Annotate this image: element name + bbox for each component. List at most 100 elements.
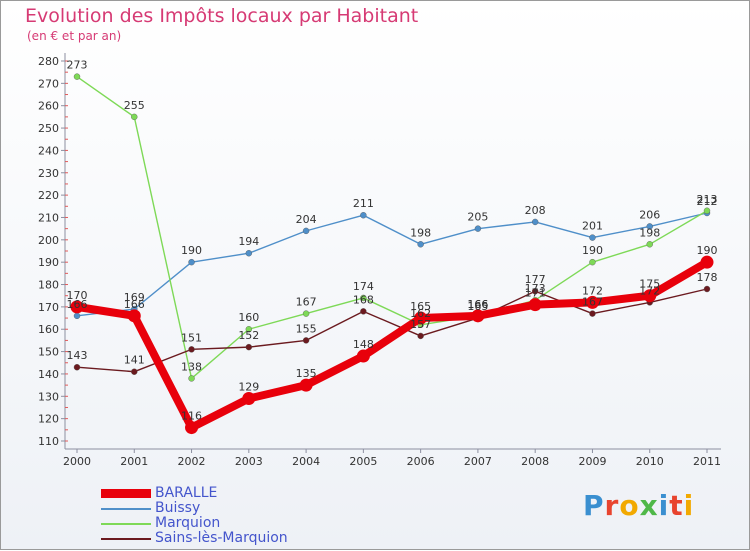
y-tick-label: 240 — [38, 144, 59, 157]
data-point — [531, 288, 539, 295]
data-label: 171 — [525, 287, 546, 300]
data-label: 194 — [238, 235, 259, 248]
data-point — [585, 295, 599, 309]
series-line — [73, 258, 711, 432]
legend-label: Sains-lès-Marquion — [155, 530, 288, 546]
logo-letter: o — [619, 489, 640, 522]
data-label: 143 — [67, 349, 88, 362]
data-label: 206 — [639, 208, 660, 221]
data-label: 190 — [697, 244, 718, 257]
logo-letter: P — [583, 489, 605, 522]
data-label: 165 — [410, 300, 431, 313]
logo-letter: i — [683, 489, 695, 522]
data-point — [245, 343, 253, 351]
data-point — [185, 421, 199, 435]
chart-subtitle: (en € et par an) — [27, 29, 122, 43]
data-point — [471, 309, 485, 323]
legend-swatch — [101, 508, 151, 510]
data-label: 198 — [410, 226, 431, 239]
data-label: 198 — [639, 226, 660, 239]
x-tick-label: 2005 — [349, 455, 377, 468]
data-point — [589, 234, 596, 241]
data-label: 148 — [353, 338, 374, 351]
x-tick-label: 2006 — [407, 455, 435, 468]
data-label: 167 — [296, 296, 317, 309]
logo-letter: i — [658, 489, 670, 522]
data-label: 166 — [124, 298, 145, 311]
data-point — [302, 310, 310, 317]
data-point — [643, 289, 657, 303]
logo-letter: t — [669, 489, 684, 522]
data-label: 167 — [582, 296, 603, 309]
data-label: 141 — [124, 354, 145, 367]
data-label: 273 — [67, 59, 88, 72]
data-label: 157 — [410, 318, 431, 331]
data-label: 162 — [410, 307, 431, 320]
y-tick-label: 270 — [38, 77, 59, 90]
legend-swatch — [101, 523, 151, 525]
y-tick-label: 280 — [38, 55, 59, 68]
data-point — [360, 308, 367, 315]
data-label: 204 — [296, 213, 317, 226]
y-tick-label: 180 — [38, 279, 59, 292]
chart-title: Evolution des Impôts locaux par Habitant — [25, 5, 419, 27]
data-point — [245, 250, 253, 257]
x-tick-label: 2002 — [178, 455, 206, 468]
data-point — [299, 378, 313, 392]
legend-label: Buissy — [155, 500, 201, 516]
data-label: 138 — [181, 360, 202, 373]
logo-letter: x — [639, 489, 659, 522]
y-tick-label: 170 — [38, 301, 59, 314]
data-label: 173 — [525, 282, 546, 295]
data-label: 190 — [181, 244, 202, 257]
data-point — [700, 255, 714, 269]
data-point — [417, 241, 424, 248]
legend-label: Marquion — [155, 515, 221, 531]
x-tick-label: 2010 — [636, 455, 664, 468]
x-tick-label: 2000 — [63, 455, 91, 468]
data-point — [474, 225, 482, 232]
data-label: 151 — [181, 331, 202, 344]
data-label: 169 — [124, 291, 145, 304]
proxiti-logo: Proxiti — [583, 489, 694, 522]
data-label: 205 — [467, 211, 488, 224]
y-tick-label: 150 — [38, 346, 59, 359]
data-label: 174 — [353, 280, 374, 293]
x-tick-label: 2008 — [521, 455, 549, 468]
data-point — [73, 312, 81, 320]
y-tick-label: 250 — [38, 122, 59, 135]
data-point — [188, 346, 195, 353]
data-point — [302, 337, 310, 344]
series-line — [76, 212, 708, 317]
data-label: 201 — [582, 220, 603, 233]
data-label: 165 — [467, 300, 488, 313]
data-label: 255 — [124, 99, 145, 112]
y-tick-label: 220 — [38, 189, 59, 202]
y-tick-label: 160 — [38, 323, 59, 336]
data-label: 212 — [697, 195, 718, 208]
y-tick-label: 130 — [38, 390, 59, 403]
data-point — [528, 298, 542, 312]
data-point — [127, 309, 141, 323]
data-label: 152 — [238, 329, 259, 342]
y-tick-label: 260 — [38, 100, 59, 113]
data-point — [703, 207, 711, 214]
data-label: 178 — [697, 271, 718, 284]
data-point — [646, 223, 653, 230]
x-tick-label: 2001 — [120, 455, 148, 468]
data-point — [360, 212, 367, 219]
x-tick-label: 2007 — [464, 455, 492, 468]
x-tick-label: 2009 — [578, 455, 606, 468]
legend-swatch — [101, 538, 151, 540]
y-tick-label: 110 — [38, 435, 59, 448]
x-tick-label: 2003 — [235, 455, 263, 468]
data-label: 213 — [697, 193, 718, 206]
data-point — [589, 310, 596, 317]
data-label: 160 — [238, 311, 259, 324]
data-point — [188, 258, 195, 266]
data-label: 170 — [67, 289, 88, 302]
data-point — [245, 326, 253, 333]
y-tick-label: 230 — [38, 167, 59, 180]
